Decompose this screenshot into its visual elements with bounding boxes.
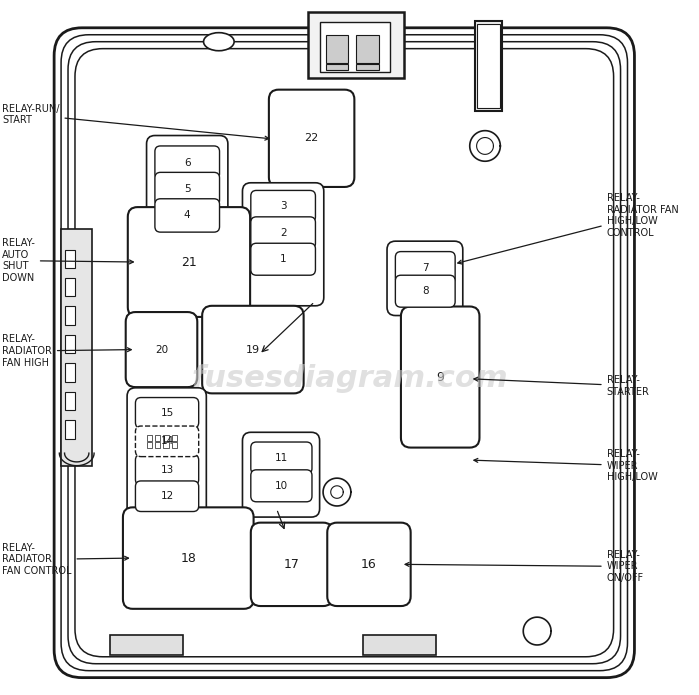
Text: RELAY-
WIPER
HIGH/LOW: RELAY- WIPER HIGH/LOW (474, 449, 657, 482)
Text: 9: 9 (436, 370, 444, 384)
FancyBboxPatch shape (327, 523, 410, 606)
Bar (147, 435, 152, 441)
Bar (155, 442, 161, 448)
FancyBboxPatch shape (251, 190, 315, 222)
FancyBboxPatch shape (269, 90, 354, 187)
FancyBboxPatch shape (155, 172, 219, 206)
Bar (155, 435, 161, 441)
FancyBboxPatch shape (123, 507, 254, 609)
Text: 6: 6 (184, 158, 191, 167)
FancyBboxPatch shape (136, 481, 199, 512)
Bar (61, 229, 92, 466)
FancyBboxPatch shape (202, 306, 303, 393)
FancyBboxPatch shape (126, 312, 197, 387)
FancyBboxPatch shape (251, 243, 315, 275)
Text: 5: 5 (184, 184, 191, 194)
Bar (64, 306, 75, 325)
Bar (477, 24, 500, 108)
Bar (363, 635, 436, 655)
Bar (164, 435, 168, 441)
Text: 13: 13 (161, 465, 173, 475)
Text: 18: 18 (180, 552, 196, 564)
Text: RELAY-
RADIATOR FAN
HIGH/LOW
CONTROL: RELAY- RADIATOR FAN HIGH/LOW CONTROL (458, 193, 679, 264)
FancyBboxPatch shape (136, 426, 199, 457)
Text: RELAY-
WIPER
ON/OFF: RELAY- WIPER ON/OFF (405, 550, 644, 583)
Bar (326, 35, 348, 63)
FancyBboxPatch shape (251, 442, 312, 474)
Bar (356, 64, 379, 70)
Text: 14: 14 (161, 436, 173, 446)
Bar (110, 635, 182, 655)
FancyBboxPatch shape (251, 523, 333, 606)
Text: 22: 22 (305, 133, 319, 143)
Bar (64, 250, 75, 268)
Text: 11: 11 (275, 453, 288, 463)
Bar (356, 35, 379, 63)
Bar (64, 335, 75, 353)
Text: 17: 17 (284, 558, 300, 571)
Ellipse shape (203, 33, 234, 51)
Text: 2: 2 (280, 228, 287, 238)
Bar (320, 22, 390, 72)
Text: RELAY-RUN/
START: RELAY-RUN/ START (2, 104, 269, 140)
Text: 8: 8 (422, 286, 428, 296)
FancyBboxPatch shape (155, 146, 219, 179)
Bar (171, 435, 177, 441)
Text: RELAY-
RADIATOR
FAN CONTROL: RELAY- RADIATOR FAN CONTROL (2, 543, 129, 576)
Text: RELAY-
AUTO
SHUT
DOWN: RELAY- AUTO SHUT DOWN (2, 238, 134, 283)
Text: 3: 3 (280, 202, 287, 211)
Bar (164, 442, 168, 448)
Text: 12: 12 (161, 491, 173, 501)
Bar (308, 12, 404, 78)
FancyBboxPatch shape (127, 388, 206, 537)
Text: 19: 19 (246, 345, 260, 354)
Text: 10: 10 (275, 481, 288, 491)
Text: RELAY-
STARTER: RELAY- STARTER (474, 375, 649, 397)
Bar (147, 442, 152, 448)
Text: 15: 15 (161, 408, 173, 418)
Bar (64, 420, 75, 439)
Text: 20: 20 (155, 345, 168, 354)
Text: 21: 21 (181, 256, 197, 268)
Text: 16: 16 (361, 558, 377, 571)
Text: 7: 7 (422, 263, 428, 272)
FancyBboxPatch shape (251, 217, 315, 249)
FancyBboxPatch shape (396, 252, 455, 284)
FancyBboxPatch shape (147, 136, 228, 245)
FancyBboxPatch shape (136, 398, 199, 428)
FancyBboxPatch shape (243, 183, 324, 306)
FancyBboxPatch shape (243, 432, 319, 517)
Text: 1: 1 (280, 254, 287, 264)
Text: RELAY-
RADIATOR
FAN HIGH: RELAY- RADIATOR FAN HIGH (2, 334, 131, 368)
Text: fusesdiagram.com: fusesdiagram.com (192, 364, 507, 393)
Bar (64, 363, 75, 382)
FancyBboxPatch shape (401, 306, 480, 448)
FancyBboxPatch shape (128, 207, 250, 317)
Bar (475, 21, 503, 111)
Bar (64, 392, 75, 410)
Text: 4: 4 (184, 211, 191, 220)
Bar (326, 64, 348, 70)
FancyBboxPatch shape (136, 455, 199, 485)
Bar (171, 442, 177, 448)
Bar (64, 278, 75, 296)
FancyBboxPatch shape (155, 199, 219, 232)
FancyBboxPatch shape (251, 470, 312, 502)
FancyBboxPatch shape (396, 275, 455, 307)
FancyBboxPatch shape (387, 241, 463, 316)
